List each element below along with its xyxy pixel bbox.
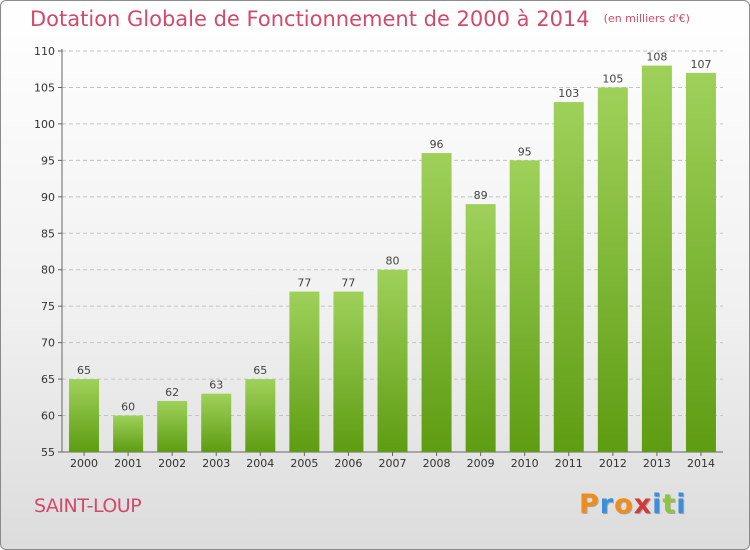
logo-letter: i — [652, 489, 663, 520]
x-tick-label: 2001 — [114, 457, 142, 470]
axes: 55 60 65 70 75 80 85 90 95 100 105 110 2000 2001 2002 2… — [34, 45, 723, 470]
proxiti-logo: Proxiti — [579, 489, 687, 520]
bar — [245, 379, 276, 452]
data-label: 77 — [341, 277, 355, 290]
chart-title: Dotation Globale de Fonctionnement de 20… — [30, 7, 690, 31]
x-tick-label: 2012 — [599, 457, 627, 470]
y-tick-label: 75 — [41, 300, 55, 313]
bar — [553, 102, 584, 452]
data-label: 63 — [209, 379, 223, 392]
y-tick-label: 105 — [34, 81, 55, 94]
logo-letter: P — [579, 489, 600, 520]
bar — [113, 415, 144, 452]
bar — [597, 87, 628, 453]
bar — [685, 72, 716, 452]
x-tick-label: 2014 — [687, 457, 715, 470]
logo-letter: x — [633, 489, 653, 520]
chart-title-text: Dotation Globale de Fonctionnement de 20… — [30, 7, 590, 31]
data-label: 96 — [430, 138, 444, 151]
x-tick-label: 2005 — [290, 457, 318, 470]
bar — [289, 291, 320, 452]
y-tick-label: 95 — [41, 154, 55, 167]
x-tick-label: 2011 — [555, 457, 583, 470]
x-tick-label: 2003 — [202, 457, 230, 470]
x-tick-label: 2013 — [643, 457, 671, 470]
data-label: 105 — [602, 72, 623, 85]
data-label: 80 — [386, 255, 400, 268]
bar — [641, 65, 672, 452]
y-tick-label: 85 — [41, 227, 55, 240]
bar — [157, 400, 188, 452]
bar — [465, 204, 496, 452]
y-tick-label: 100 — [34, 118, 55, 131]
data-label: 77 — [297, 277, 311, 290]
y-tick-label: 80 — [41, 264, 55, 277]
bar — [201, 393, 232, 452]
bar — [333, 291, 364, 452]
data-label: 62 — [165, 386, 179, 399]
chart-unit-note: (en milliers d'€) — [603, 12, 690, 25]
data-label: 89 — [474, 189, 488, 202]
place-name: SAINT-LOUP — [34, 495, 142, 517]
x-tick-label: 2010 — [511, 457, 539, 470]
bar — [509, 160, 540, 452]
logo-letter: o — [614, 489, 634, 520]
x-tick-label: 2009 — [467, 457, 495, 470]
x-tick-label: 2000 — [70, 457, 98, 470]
bar — [421, 153, 452, 452]
x-tick-label: 2004 — [246, 457, 274, 470]
y-tick-label: 65 — [41, 373, 55, 386]
data-label: 107 — [690, 58, 711, 71]
data-label: 95 — [518, 145, 532, 158]
logo-letter: i — [676, 489, 687, 520]
bars — [69, 65, 716, 453]
logo-letter: r — [599, 489, 615, 520]
x-tick-label: 2002 — [158, 457, 186, 470]
data-label: 65 — [253, 364, 267, 377]
x-tick-label: 2007 — [379, 457, 407, 470]
bar — [69, 379, 100, 452]
bar — [377, 269, 408, 452]
data-label: 103 — [558, 87, 579, 100]
y-tick-label: 60 — [41, 410, 55, 423]
data-labels: 65 60 62 63 65 77 77 80 96 89 95 103 105 108 107 — [77, 51, 711, 414]
x-tick-label: 2006 — [334, 457, 362, 470]
y-tick-label: 55 — [41, 446, 55, 459]
y-tick-label: 90 — [41, 191, 55, 204]
data-label: 60 — [121, 401, 135, 414]
y-tick-label: 110 — [34, 45, 55, 58]
y-tick-label: 70 — [41, 337, 55, 350]
data-label: 108 — [646, 51, 667, 64]
x-tick-label: 2008 — [423, 457, 451, 470]
data-label: 65 — [77, 364, 91, 377]
logo-letter: t — [662, 489, 677, 520]
